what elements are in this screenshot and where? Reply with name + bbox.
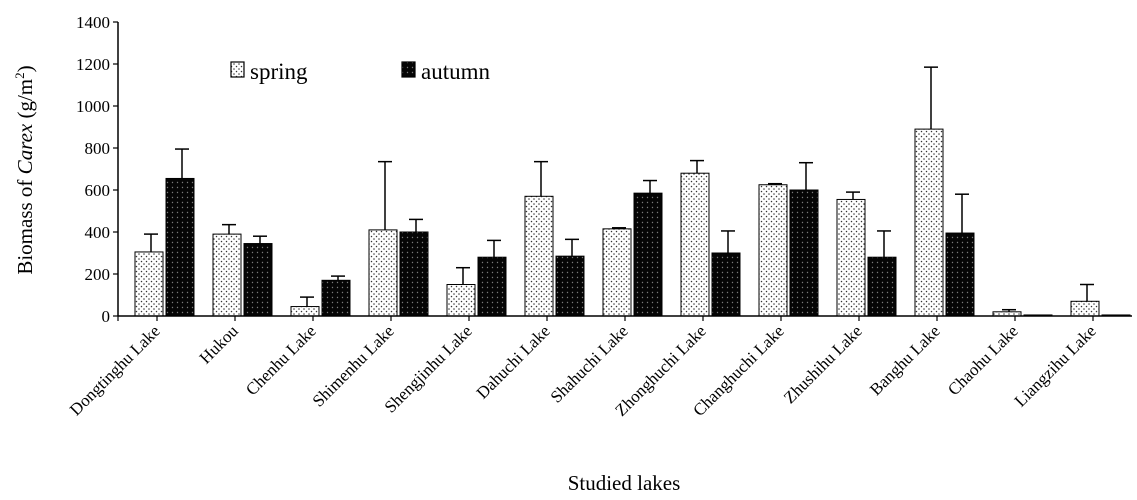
y-axis-title-italic: Carex (13, 123, 37, 174)
bar-autumn-7 (711, 252, 741, 317)
y-tick-label-3: 600 (85, 181, 111, 200)
y-axis-title: Biomass of Carex (g/m2) (12, 65, 37, 274)
bar-autumn-6 (633, 192, 663, 317)
bar-autumn-9 (867, 256, 897, 317)
x-tick-label-10: Banghu Lake (866, 321, 944, 399)
x-tick-label-1: Hukou (196, 321, 243, 368)
bar-autumn-1 (243, 243, 273, 317)
bar-autumn-0 (165, 177, 195, 317)
y-tick-label-2: 400 (85, 223, 111, 242)
x-tick-label-11: Chaohu Lake (944, 321, 1022, 399)
x-tick-label-0: Dongtinghu Lake (66, 321, 164, 419)
bar-autumn-4 (477, 256, 507, 317)
bar-autumn-8 (789, 189, 819, 317)
bar-autumn-3 (399, 231, 429, 317)
bar-spring-0 (134, 251, 164, 317)
x-tick-label-2: Chenhu Lake (242, 321, 320, 399)
bars-layer (134, 66, 1131, 317)
bar-spring-3 (368, 229, 398, 317)
legend-swatch-spring (230, 61, 245, 78)
bar-spring-12 (1070, 300, 1100, 317)
bar-spring-5 (524, 195, 554, 317)
bar-autumn-10 (945, 232, 975, 317)
legend-label-spring: spring (250, 59, 308, 84)
x-tick-label-3: Shimenhu Lake (309, 321, 398, 410)
bar-autumn-5 (555, 255, 585, 317)
y-tick-label-0: 0 (102, 307, 111, 326)
y-tick-label-7: 1400 (76, 13, 110, 32)
legend: spring autumn (230, 59, 490, 84)
y-tick-label-4: 800 (85, 139, 111, 158)
bar-spring-8 (758, 184, 788, 317)
y-axis-title-unit: (g/m (13, 79, 37, 124)
bar-spring-2 (290, 306, 320, 317)
x-tick-label-12: Liangzihu Lake (1011, 321, 1100, 410)
bar-spring-4 (446, 284, 476, 317)
y-axis-title-prefix: Biomass of (13, 174, 37, 274)
x-tick-label-5: Dahuchi Lake (473, 321, 554, 402)
y-axis-title-sup: 2 (12, 72, 27, 79)
x-tick-label-6: Shahuchi Lake (547, 321, 632, 406)
y-tick-label-1: 200 (85, 265, 111, 284)
x-axis-title: Studied lakes (568, 471, 681, 495)
y-tick-label-5: 1000 (76, 97, 110, 116)
y-tick-label-6: 1200 (76, 55, 110, 74)
bar-autumn-2 (321, 279, 351, 317)
bar-spring-10 (914, 128, 944, 317)
bar-spring-6 (602, 228, 632, 317)
bar-spring-9 (836, 198, 866, 317)
bar-spring-1 (212, 233, 242, 317)
y-axis-title-close: ) (13, 65, 37, 72)
x-tick-label-9: Zhushihu Lake (780, 321, 866, 407)
legend-label-autumn: autumn (421, 59, 490, 84)
axes-layer: Dongtinghu Lake Hukou Chenhu LakeShimenhu … (66, 13, 1132, 420)
legend-swatch-autumn (401, 61, 416, 78)
bar-spring-7 (680, 172, 710, 317)
